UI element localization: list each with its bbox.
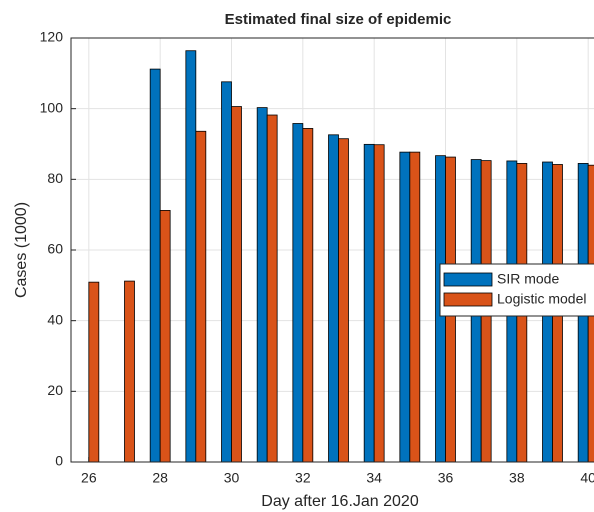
legend-swatch <box>443 272 493 287</box>
bar <box>338 138 349 463</box>
y-tick-label: 80 <box>47 170 63 186</box>
x-tick-label: 34 <box>366 470 382 486</box>
bar <box>149 68 161 463</box>
bar <box>373 144 385 463</box>
bar <box>231 106 242 463</box>
bar <box>256 107 268 463</box>
x-tick-label: 30 <box>224 470 240 486</box>
bar <box>185 50 197 463</box>
y-tick-label: 60 <box>47 241 63 257</box>
legend-swatch <box>443 292 493 307</box>
bar <box>195 130 207 463</box>
y-tick-label: 20 <box>47 382 63 398</box>
bar <box>409 151 421 463</box>
bar <box>221 81 232 463</box>
bar <box>302 128 314 463</box>
bar <box>88 281 100 463</box>
y-tick-label: 40 <box>47 311 63 327</box>
bar <box>328 134 339 463</box>
bar <box>399 151 411 463</box>
chart-title: Estimated final size of epidemic <box>225 11 452 28</box>
x-tick-label: 36 <box>438 470 454 486</box>
bar <box>159 210 171 463</box>
bar <box>363 143 375 463</box>
bar <box>292 123 304 463</box>
x-tick-label: 32 <box>295 470 311 486</box>
legend-label: Logistic model <box>497 291 587 307</box>
y-tick-label: 120 <box>40 29 64 45</box>
x-tick-label: 38 <box>509 470 525 486</box>
axes-box <box>70 37 594 463</box>
x-tick-label: 40 <box>580 470 594 486</box>
y-axis-label: Cases (1000) <box>13 202 30 298</box>
y-tick-label: 0 <box>55 453 63 469</box>
bar <box>124 280 135 463</box>
x-tick-label: 28 <box>152 470 168 486</box>
y-tick-label: 100 <box>40 99 64 115</box>
x-tick-label: 26 <box>81 470 97 486</box>
legend-label: SIR mode <box>497 271 559 287</box>
bar <box>266 114 278 463</box>
x-axis-label: Day after 16.Jan 2020 <box>261 493 419 510</box>
